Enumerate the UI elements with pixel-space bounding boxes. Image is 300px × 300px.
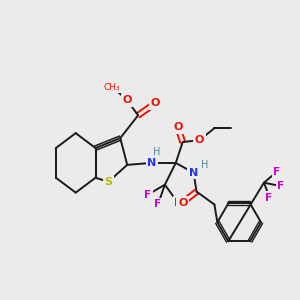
- Text: F: F: [265, 193, 272, 202]
- Text: H: H: [153, 147, 161, 157]
- Text: F: F: [273, 167, 280, 177]
- Text: CH₃: CH₃: [103, 83, 120, 92]
- Text: O: O: [122, 95, 132, 106]
- Text: H: H: [201, 160, 208, 170]
- Text: F: F: [154, 200, 161, 209]
- Text: O: O: [178, 197, 188, 208]
- Text: S: S: [104, 177, 112, 187]
- Text: N: N: [189, 168, 198, 178]
- Text: F: F: [277, 181, 284, 191]
- Text: N: N: [147, 158, 157, 168]
- Text: F: F: [145, 190, 152, 200]
- Text: O: O: [173, 122, 182, 132]
- Text: O: O: [150, 98, 160, 108]
- Text: F: F: [174, 197, 181, 208]
- Text: O: O: [195, 135, 204, 145]
